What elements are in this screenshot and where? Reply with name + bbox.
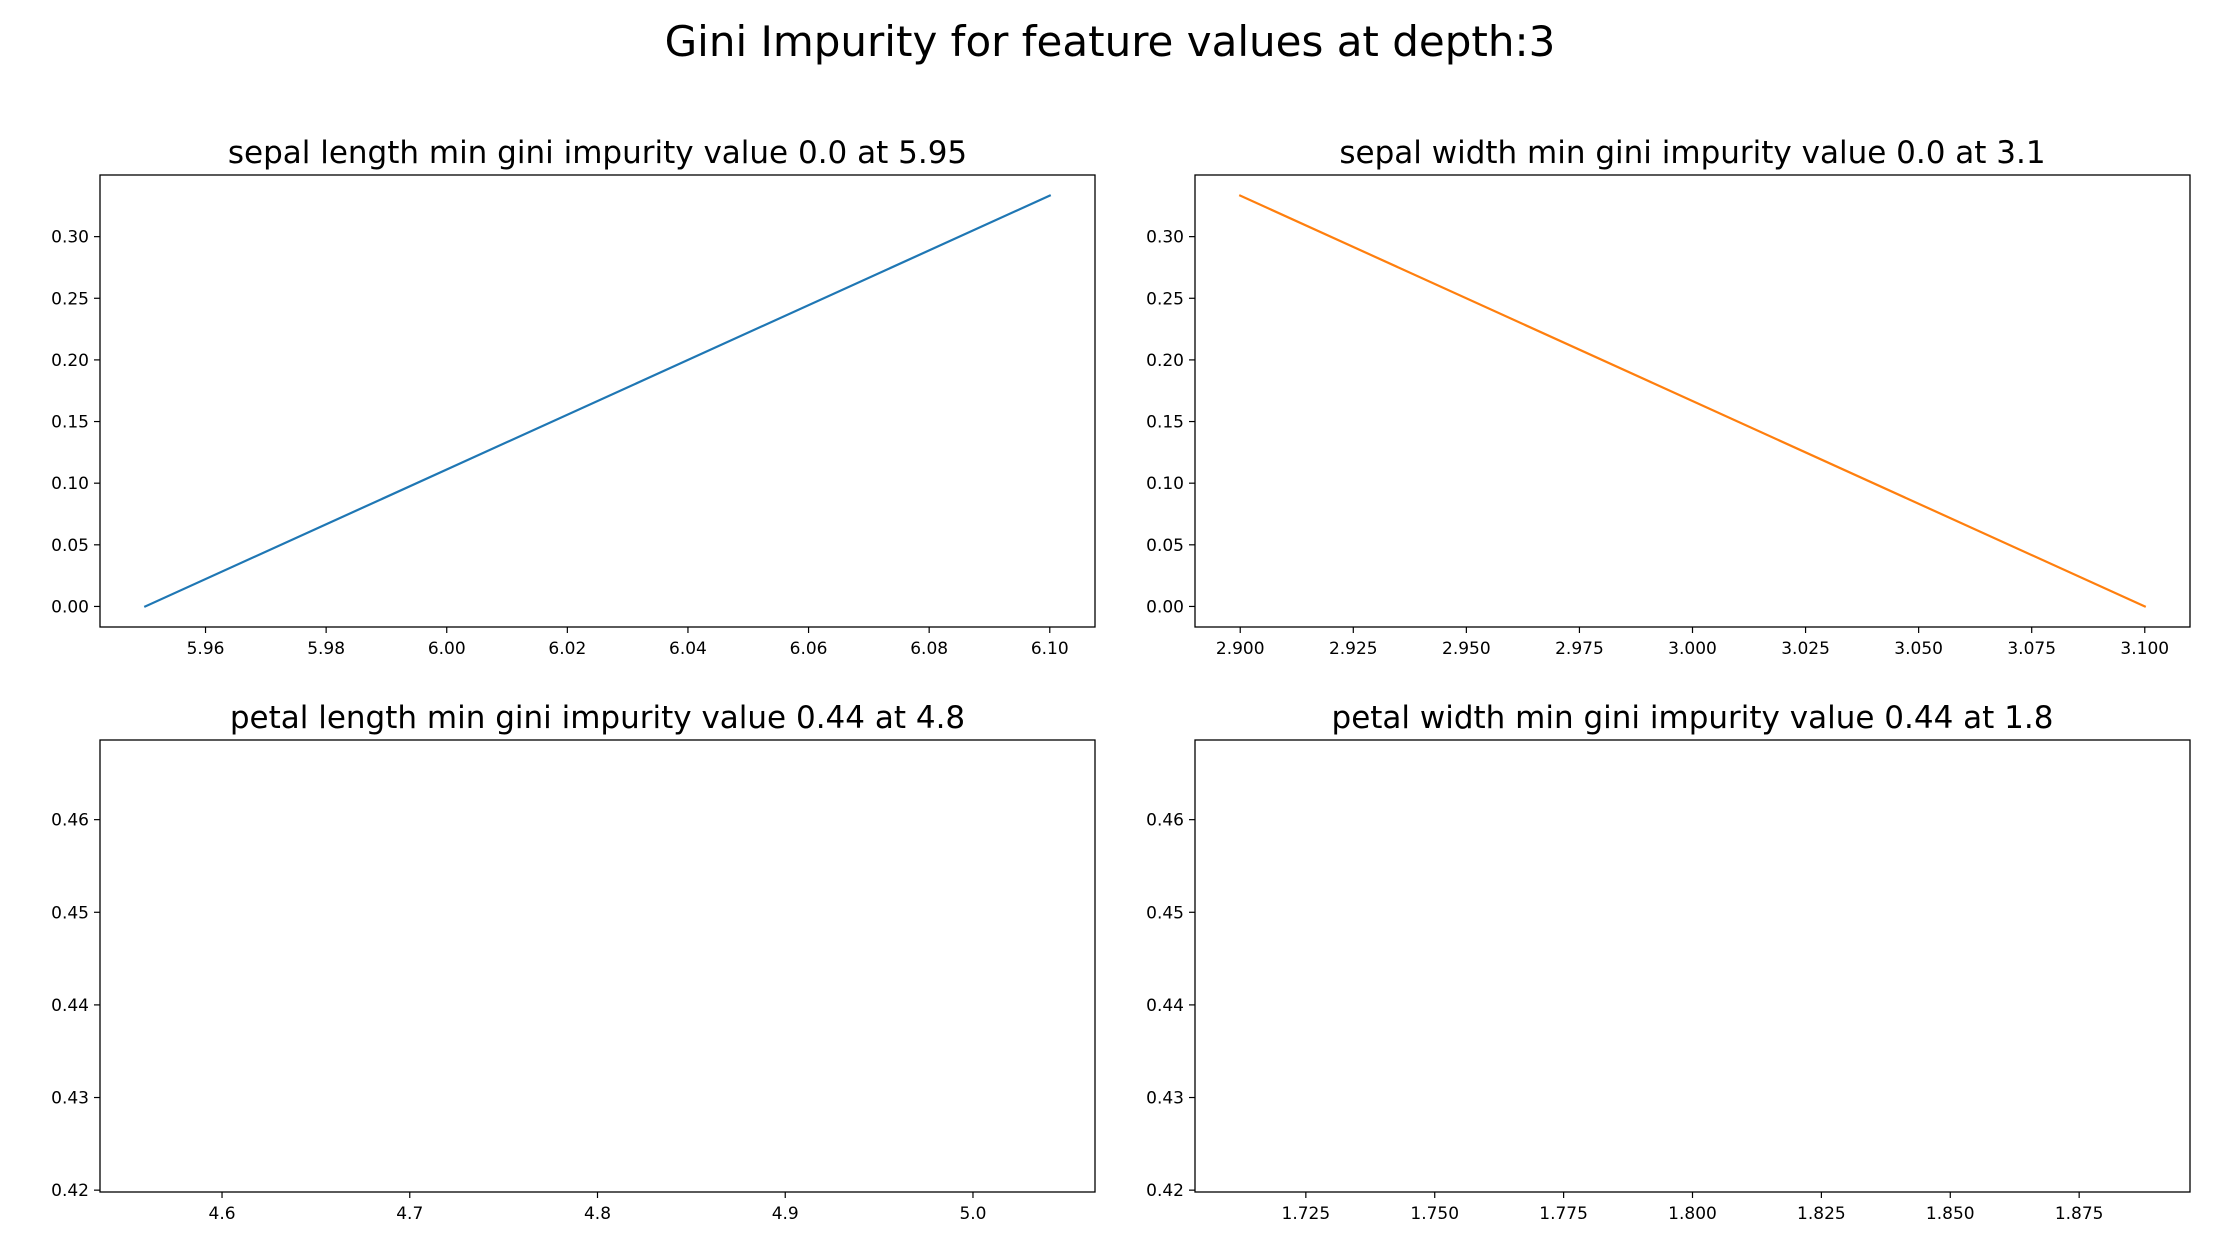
- x-tick-label: 3.025: [1781, 639, 1830, 659]
- y-tick-label: 0.10: [51, 474, 89, 494]
- x-tick-label: 4.7: [396, 1204, 423, 1224]
- y-tick-label: 0.44: [51, 996, 89, 1016]
- x-tick-label: 6.00: [428, 639, 466, 659]
- y-tick-label: 0.44: [1146, 996, 1184, 1016]
- axes-frame: [1194, 739, 2191, 1193]
- x-tick-label: 4.6: [209, 1204, 236, 1224]
- y-tick-label: 0.20: [1146, 351, 1184, 371]
- x-tick-label: 4.8: [584, 1204, 611, 1224]
- y-tick-label: 0.43: [1146, 1089, 1184, 1109]
- y-tick-label: 0.42: [51, 1181, 89, 1201]
- x-tick-label: 6.02: [548, 639, 586, 659]
- x-tick-label: 5.98: [307, 639, 345, 659]
- x-tick-label: 1.725: [1282, 1204, 1331, 1224]
- y-tick-label: 0.15: [1146, 413, 1184, 433]
- x-tick-label: 1.800: [1668, 1204, 1717, 1224]
- x-tick-label: 6.10: [1031, 639, 1069, 659]
- x-tick-label: 1.775: [1539, 1204, 1588, 1224]
- x-tick-label: 4.9: [772, 1204, 799, 1224]
- x-tick-label: 6.04: [669, 639, 707, 659]
- x-tick-label: 1.825: [1797, 1204, 1846, 1224]
- subplot-4: petal width min gini impurity value 0.44…: [1146, 700, 2191, 1224]
- subplot-title: sepal width min gini impurity value 0.0 …: [1339, 135, 2045, 171]
- figure-title: Gini Impurity for feature values at dept…: [665, 17, 1556, 66]
- y-tick-label: 0.30: [1146, 228, 1184, 248]
- y-tick-label: 0.30: [51, 228, 89, 248]
- subplot-3: petal length min gini impurity value 0.4…: [51, 700, 1096, 1224]
- y-tick-label: 0.20: [51, 351, 89, 371]
- y-tick-label: 0.46: [1146, 811, 1184, 831]
- x-tick-label: 6.08: [910, 639, 948, 659]
- y-tick-label: 0.00: [1146, 597, 1184, 617]
- x-tick-label: 1.850: [1926, 1204, 1975, 1224]
- y-tick-label: 0.43: [51, 1089, 89, 1109]
- x-tick-label: 5.96: [187, 639, 225, 659]
- y-tick-label: 0.46: [51, 811, 89, 831]
- x-tick-label: 3.000: [1668, 639, 1717, 659]
- subplot-title: sepal length min gini impurity value 0.0…: [228, 135, 967, 171]
- series-line-1: [1238, 194, 2147, 608]
- y-tick-label: 0.45: [51, 903, 89, 923]
- y-tick-label: 0.10: [1146, 474, 1184, 494]
- y-tick-label: 0.00: [51, 597, 89, 617]
- x-tick-label: 2.975: [1555, 639, 1604, 659]
- subplot-1: sepal length min gini impurity value 0.0…: [51, 135, 1096, 659]
- y-tick-label: 0.25: [51, 289, 89, 309]
- x-tick-label: 2.950: [1442, 639, 1491, 659]
- y-tick-label: 0.42: [1146, 1181, 1184, 1201]
- subplot-title: petal length min gini impurity value 0.4…: [230, 700, 965, 736]
- x-tick-label: 3.075: [2007, 639, 2056, 659]
- y-tick-label: 0.05: [51, 536, 89, 556]
- x-tick-label: 6.06: [790, 639, 828, 659]
- x-tick-label: 3.050: [1894, 639, 1943, 659]
- axes-frame: [99, 174, 1096, 628]
- series-line-1: [143, 194, 1052, 608]
- y-tick-label: 0.05: [1146, 536, 1184, 556]
- x-tick-label: 1.875: [2055, 1204, 2104, 1224]
- x-tick-label: 2.925: [1329, 639, 1378, 659]
- y-tick-label: 0.15: [51, 413, 89, 433]
- x-tick-label: 2.900: [1216, 639, 1265, 659]
- subplot-2: sepal width min gini impurity value 0.0 …: [1146, 135, 2191, 659]
- x-tick-label: 3.100: [2120, 639, 2169, 659]
- subplot-title: petal width min gini impurity value 0.44…: [1332, 700, 2054, 736]
- axes-frame: [99, 739, 1096, 1193]
- x-tick-label: 5.0: [959, 1204, 986, 1224]
- y-tick-label: 0.45: [1146, 903, 1184, 923]
- x-tick-label: 1.750: [1410, 1204, 1459, 1224]
- y-tick-label: 0.25: [1146, 289, 1184, 309]
